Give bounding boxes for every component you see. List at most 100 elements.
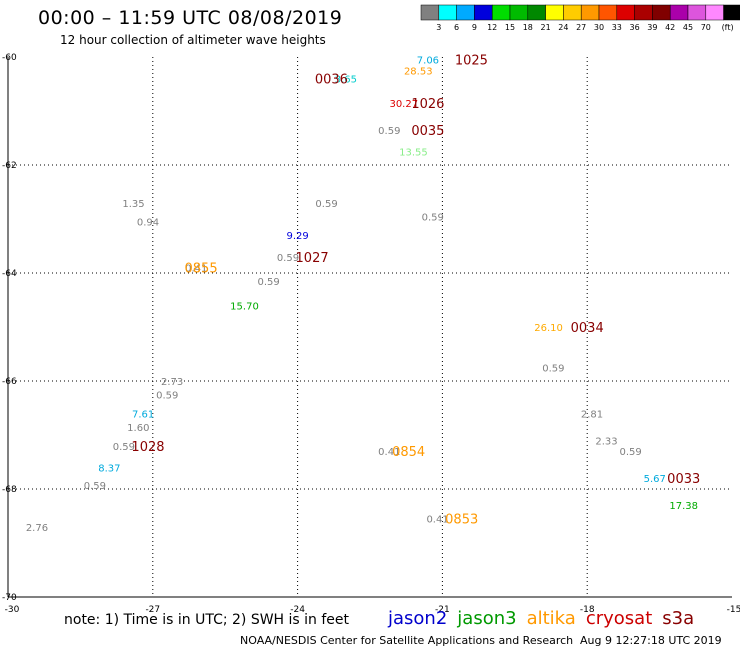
swh-value-label: 0.59 [277,253,299,264]
legend-s3a: s3a [662,608,695,629]
chart-subtitle: 12 hour collection of altimeter wave hei… [60,33,326,47]
colorbar-label: 30 [594,23,604,32]
colorbar-swatch [616,4,635,21]
colorbar-label: 24 [558,23,568,32]
colorbar-swatch [545,4,564,21]
swh-value-label: 7.06 [417,56,439,67]
legend-cryosat: cryosat [585,608,653,629]
legend-jason2: jason2 [388,608,448,629]
colorbar-label: 18 [523,23,533,32]
swh-value-label: 1.35 [122,199,144,210]
colorbar-swatch [563,4,582,21]
swh-value-label: 0.59 [258,277,280,288]
y-tick-label: -60 [2,53,17,63]
legend-altika: altika [526,608,576,629]
chart-title: 00:00 – 11:59 UTC 08/08/2019 [38,7,343,29]
swh-value-label: 0.59 [156,391,178,402]
colorbar-swatch [491,4,511,21]
time-label: 1028 [131,440,164,455]
colorbar-label: 45 [683,23,693,32]
colorbar-swatch [634,4,653,21]
swh-value-label: 7.61 [132,409,154,420]
time-label: 0853 [445,513,478,528]
swh-value-label: 0.41 [378,447,400,458]
colorbar-swatch [652,4,671,21]
swh-value-label: 2.76 [26,523,48,534]
colorbar-swatch [438,4,457,21]
satellite-legend: jason2 jason3 altika cryosat s3a [388,608,704,629]
colorbar-label: 12 [487,23,497,32]
colorbar-swatch [527,4,546,21]
tick-labels: -30 -27 -24 -21 -18 -15 -60 -62 -64 -66 -68 -70 [2,53,740,615]
x-tick-label: -21 [435,605,450,615]
grid-lines [8,57,732,597]
colorbar-label: 15 [505,23,515,32]
swh-value-label: 0.94 [137,218,159,229]
color-scale-bar: 3 6 9 12 15 18 21 24 27 30 33 36 39 42 45 70 (ft) [420,4,740,32]
swh-value-label: 1.60 [127,423,149,434]
legend-jason3: jason3 [457,608,517,629]
swh-value-label: 2.81 [581,409,603,420]
colorbar-label: 70 [701,23,711,32]
colorbar-swatch [705,4,724,21]
x-tick-label: -15 [727,605,740,615]
colorbar-label: 36 [630,23,640,32]
x-tick-label: -24 [290,605,305,615]
swh-value-label: 9.29 [286,231,308,242]
swh-value-label: 13.55 [399,148,428,159]
time-label: 0035 [411,124,444,139]
time-label: 0855 [185,262,218,277]
footer-note: note: 1) Time is in UTC; 2) SWH is in fe… [64,612,350,628]
colorbar-label: 21 [541,23,551,32]
time-label: 1027 [296,251,329,266]
swh-value-label: 26.10 [534,323,563,334]
x-tick-label: -30 [5,605,20,615]
swh-value-label: 8.37 [98,463,120,474]
axis-frame [7,57,732,598]
swh-value-label: 15.70 [230,301,259,312]
swh-value-label: 0.59 [84,481,106,492]
swh-value-label: 2.73 [161,377,183,388]
colorbar-label: 27 [576,23,586,32]
colorbar-swatch [474,4,493,21]
x-tick-label: -18 [580,605,595,615]
swh-value-label: 0.41 [426,515,448,526]
swh-value-label: 30.27 [389,99,418,110]
swh-value-label: 0.59 [620,447,642,458]
colorbar-swatch [456,4,475,21]
swh-value-label: 28.53 [404,67,433,78]
colorbar-label: 39 [647,23,657,32]
y-tick-label: -62 [2,161,17,171]
y-tick-label: -64 [2,269,17,279]
time-label: 0033 [667,472,700,487]
colorbar-swatch [687,4,707,21]
credit-text: NOAA/NESDIS Center for Satellite Applica… [240,634,574,647]
swh-value-label: 0.59 [542,364,564,375]
y-tick-label: -66 [2,377,17,387]
time-label: 0036 [315,73,348,88]
swh-value-label: 2.33 [595,436,617,447]
swh-value-label: 0.59 [422,212,444,223]
time-label: 0034 [571,321,604,336]
colorbar-label: 33 [612,23,622,32]
y-tick-label: -70 [2,593,17,603]
swh-value-label: 0.59 [315,199,337,210]
swh-value-label: 0.59 [113,442,135,453]
swh-value-label: 5.67 [644,474,666,485]
time-label: 1026 [411,97,444,112]
colorbar-label: 42 [665,23,675,32]
y-tick-label: -68 [2,485,17,495]
colorbar-label: 3 [436,23,441,32]
swh-value-label: 3.65 [335,75,357,86]
time-label: 1025 [455,54,488,69]
colorbar-swatch [580,4,600,21]
colorbar-swatch [420,4,440,21]
colorbar-swatch [723,4,740,21]
swh-value-label: 0.59 [378,126,400,137]
colorbar-label: 9 [472,23,477,32]
colorbar-label: 6 [454,23,459,32]
colorbar-swatch [598,4,618,21]
swh-value-label: 0.41 [185,264,207,275]
